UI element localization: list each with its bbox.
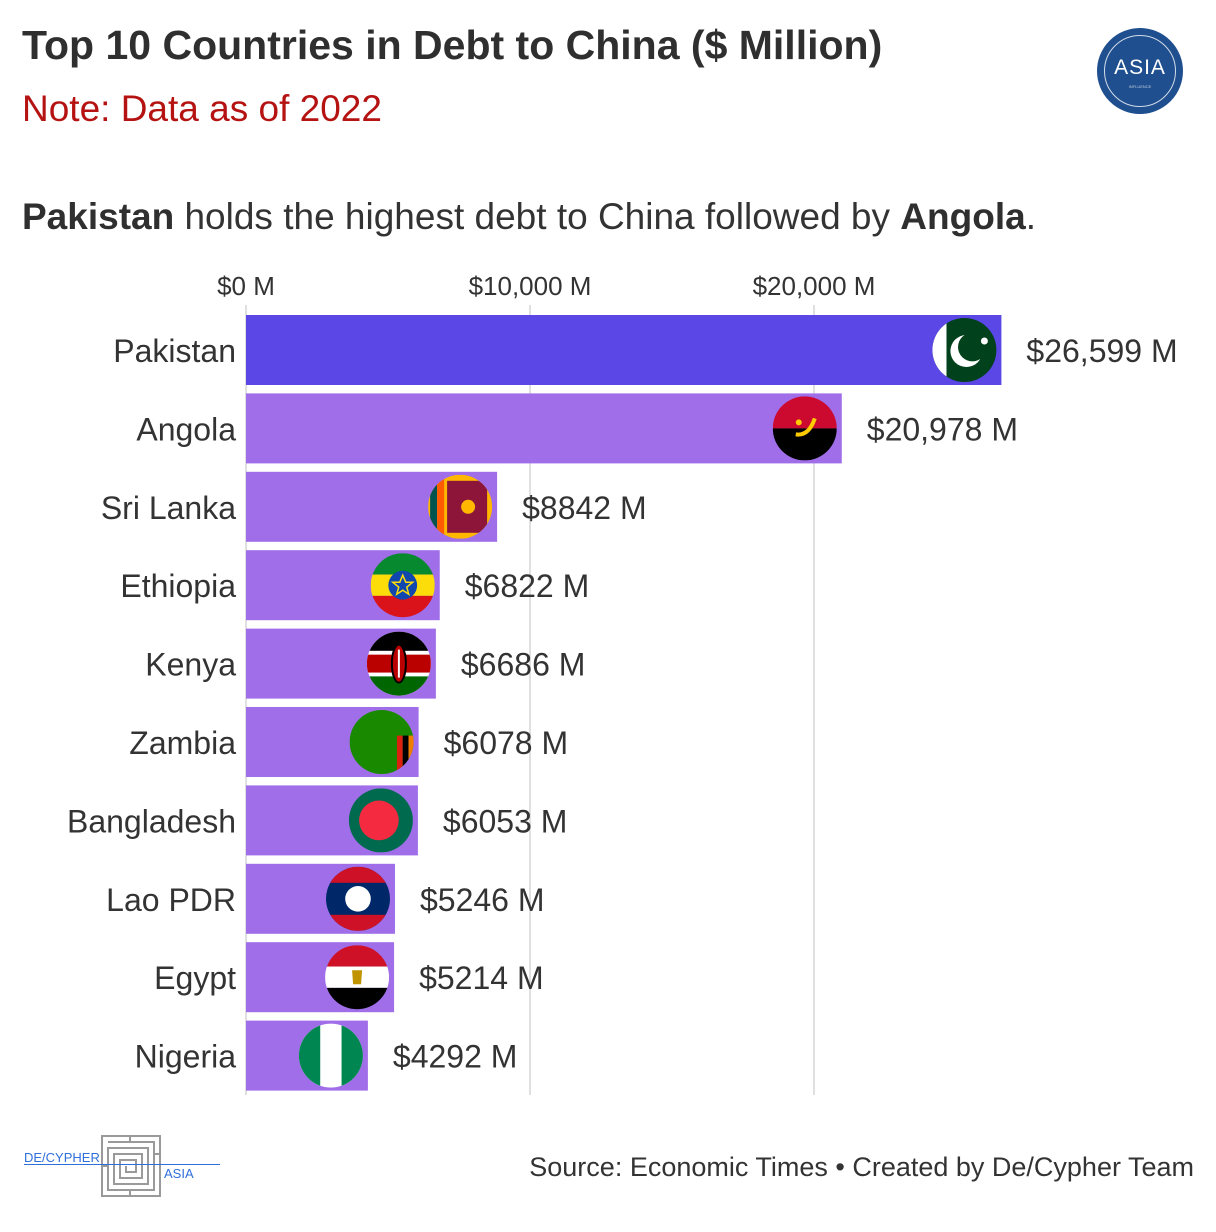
value-label: $20,978 M xyxy=(867,411,1018,447)
value-label: $4292 M xyxy=(393,1039,518,1075)
value-label: $5246 M xyxy=(420,882,545,918)
category-label: Egypt xyxy=(154,960,236,996)
bar xyxy=(246,393,842,464)
nigeria-flag-icon xyxy=(298,1023,363,1088)
bar xyxy=(246,315,1002,385)
category-label: Nigeria xyxy=(135,1039,237,1075)
chart-subtitle: Pakistan holds the highest debt to China… xyxy=(22,196,1036,238)
subtitle-text: holds the highest debt to China followed… xyxy=(174,196,901,237)
asia-logo: ASIA INFLUENCE xyxy=(1097,28,1183,114)
pakistan-flag-icon xyxy=(932,318,997,382)
maze-icon xyxy=(101,1135,161,1197)
bar-chart: $0 M $10,000 M $20,000 M Pakistan $26,599 M A… xyxy=(67,271,1178,1095)
value-label: $6822 M xyxy=(465,568,590,604)
x-tick-label: $10,000 M xyxy=(469,271,592,301)
value-label: $6686 M xyxy=(461,647,586,683)
category-label: Ethiopia xyxy=(120,568,236,604)
data-note: Note: Data as of 2022 xyxy=(22,88,382,129)
logo-subtext: INFLUENCE xyxy=(1128,84,1152,89)
category-label: Zambia xyxy=(129,725,236,761)
value-label: $26,599 M xyxy=(1026,333,1177,369)
category-label: Bangladesh xyxy=(67,803,236,839)
brand-right-text: ASIA xyxy=(164,1166,194,1181)
source-credit: Source: Economic Times • Created by De/C… xyxy=(529,1152,1194,1182)
sri-lanka-flag-icon xyxy=(428,474,493,539)
brand-left-text: DE/CYPHER xyxy=(24,1150,100,1165)
angola-flag-icon xyxy=(772,396,837,461)
category-label: Sri Lanka xyxy=(101,490,236,526)
x-tick-label: $20,000 M xyxy=(753,271,876,301)
value-label: $6053 M xyxy=(443,803,568,839)
category-label: Angola xyxy=(136,411,236,447)
egypt-flag-icon xyxy=(325,945,390,1010)
chart-title: Top 10 Countries in Debt to China ($ Mil… xyxy=(22,22,883,68)
category-label: Lao PDR xyxy=(106,882,236,918)
value-label: $5214 M xyxy=(419,960,544,996)
decypher-brand-logo: DE/CYPHER ASIA xyxy=(24,1132,224,1202)
brand-divider xyxy=(24,1164,220,1165)
bangladesh-flag-icon xyxy=(348,788,413,853)
x-tick-label: $0 M xyxy=(217,271,275,301)
kenya-flag-icon xyxy=(366,631,431,696)
subtitle-highlight-angola: Angola xyxy=(900,196,1026,237)
subtitle-end: . xyxy=(1025,196,1036,237)
value-label: $6078 M xyxy=(444,725,569,761)
subtitle-highlight-pakistan: Pakistan xyxy=(22,196,175,237)
logo-text: ASIA xyxy=(1114,56,1166,79)
category-label: Kenya xyxy=(145,647,236,683)
value-label: $8842 M xyxy=(522,490,647,526)
ethiopia-flag-icon xyxy=(370,553,435,618)
logo-ring xyxy=(1104,35,1176,107)
category-label: Pakistan xyxy=(113,333,236,369)
